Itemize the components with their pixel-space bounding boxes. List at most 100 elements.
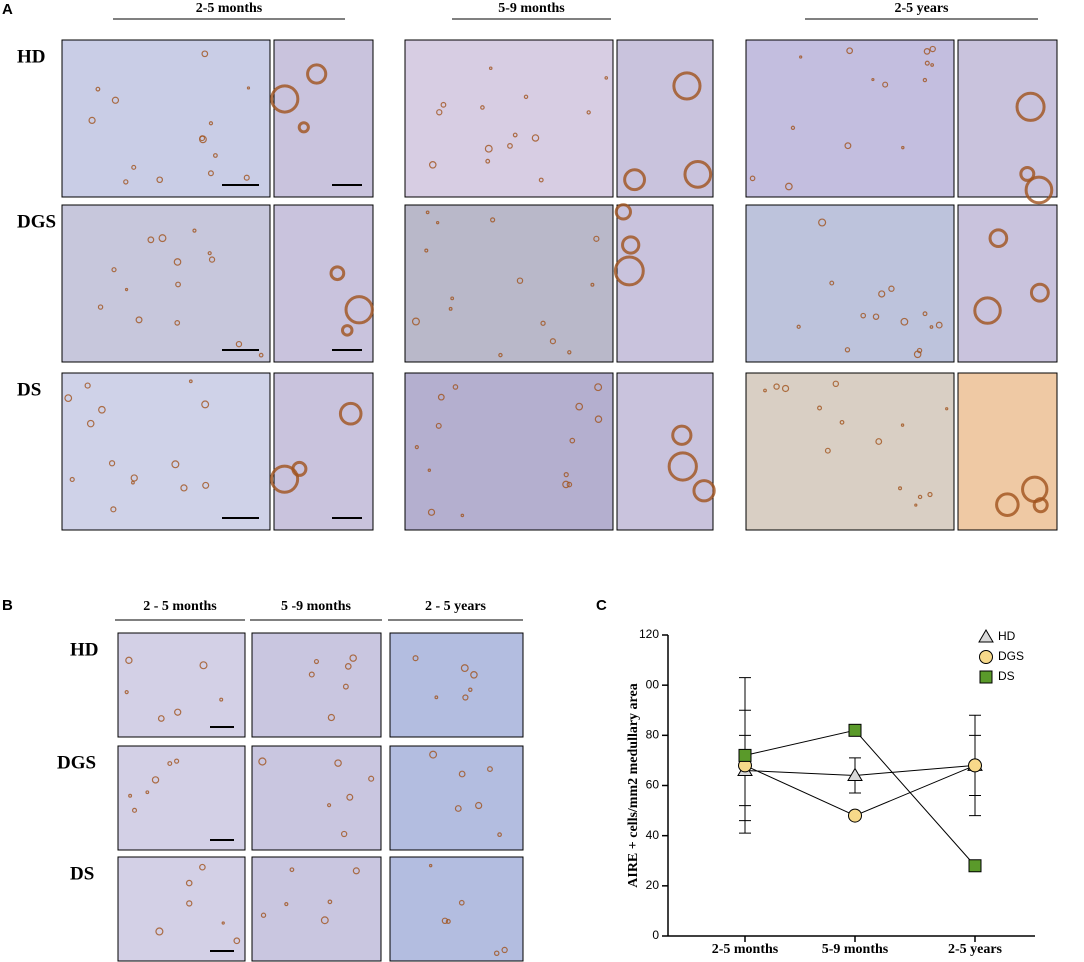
micrograph bbox=[117, 632, 246, 738]
stain bbox=[671, 424, 693, 446]
marker bbox=[738, 748, 752, 762]
micrograph bbox=[616, 372, 714, 531]
micrograph bbox=[389, 745, 524, 851]
stain bbox=[186, 900, 193, 907]
micrograph bbox=[745, 39, 955, 198]
stain bbox=[922, 77, 928, 83]
stain bbox=[450, 296, 455, 301]
stain bbox=[567, 350, 572, 355]
stain bbox=[352, 867, 360, 875]
marker bbox=[847, 767, 863, 781]
micrograph bbox=[251, 745, 382, 851]
stain bbox=[683, 160, 713, 189]
stain bbox=[923, 48, 931, 55]
stain bbox=[844, 347, 851, 353]
legend-marker bbox=[979, 670, 993, 684]
row-label: HD bbox=[17, 46, 46, 67]
stain bbox=[174, 320, 181, 326]
stain bbox=[773, 383, 780, 390]
stain bbox=[796, 324, 801, 329]
row-label: HD bbox=[70, 639, 99, 660]
stain bbox=[326, 803, 332, 808]
stain bbox=[95, 86, 101, 92]
stain bbox=[832, 380, 840, 388]
micrograph bbox=[61, 372, 271, 531]
micrograph bbox=[117, 745, 246, 851]
micrograph bbox=[389, 632, 524, 738]
stain bbox=[487, 766, 493, 773]
stain bbox=[817, 405, 823, 411]
stain bbox=[270, 84, 300, 114]
legend-marker bbox=[978, 629, 994, 643]
stain bbox=[516, 277, 524, 284]
stain bbox=[346, 793, 354, 801]
stain bbox=[258, 352, 264, 358]
stain bbox=[427, 508, 436, 516]
micrograph bbox=[273, 372, 374, 531]
stain bbox=[98, 405, 106, 414]
stain bbox=[338, 401, 363, 426]
stain bbox=[917, 494, 923, 500]
stain bbox=[672, 71, 702, 101]
micrograph bbox=[745, 204, 955, 363]
stain bbox=[208, 121, 214, 126]
stain bbox=[207, 170, 214, 177]
stain bbox=[454, 805, 462, 812]
panel-label: C bbox=[596, 597, 607, 614]
stain bbox=[613, 255, 645, 287]
stain bbox=[485, 158, 491, 164]
stain bbox=[929, 45, 936, 53]
stain bbox=[927, 491, 933, 498]
stain bbox=[566, 481, 573, 488]
stain bbox=[145, 790, 150, 795]
stain bbox=[327, 899, 333, 905]
stain bbox=[900, 423, 905, 427]
stain bbox=[297, 121, 310, 134]
stain bbox=[64, 394, 73, 403]
y-tick-label: 40 bbox=[646, 828, 660, 842]
y-axis-label: AIRE + cells/mm2 medullary area bbox=[626, 683, 641, 887]
stain bbox=[790, 125, 796, 130]
stain bbox=[135, 316, 143, 324]
stain bbox=[929, 325, 934, 329]
stain bbox=[260, 912, 267, 918]
stain bbox=[1021, 475, 1049, 503]
y-tick-label: 00 bbox=[646, 677, 660, 691]
stain bbox=[924, 60, 930, 66]
marker bbox=[848, 723, 862, 737]
stain bbox=[540, 320, 546, 326]
stain bbox=[111, 96, 120, 104]
stain bbox=[412, 655, 419, 662]
micrograph bbox=[616, 39, 714, 198]
stain bbox=[846, 47, 854, 55]
row-label: DS bbox=[17, 379, 41, 400]
stain bbox=[888, 285, 895, 292]
stain bbox=[108, 460, 116, 467]
panel-label: B bbox=[2, 597, 13, 614]
stain bbox=[86, 419, 95, 428]
stain bbox=[563, 472, 569, 478]
y-tick-label: 0 bbox=[652, 928, 659, 942]
stain bbox=[246, 86, 251, 90]
stain bbox=[549, 338, 557, 345]
stain bbox=[468, 687, 473, 692]
stain bbox=[340, 830, 348, 838]
stain bbox=[448, 306, 453, 311]
stain bbox=[586, 110, 591, 115]
stain bbox=[493, 950, 500, 957]
stain bbox=[437, 393, 445, 401]
legend-label: DGS bbox=[998, 649, 1024, 663]
y-tick-label: 80 bbox=[646, 728, 660, 742]
stain bbox=[498, 352, 503, 358]
legend-marker bbox=[979, 650, 993, 664]
stain bbox=[538, 177, 544, 183]
stain bbox=[900, 317, 909, 326]
column-header: 5-9 months bbox=[498, 1, 565, 16]
stain bbox=[440, 101, 447, 108]
stain bbox=[97, 304, 104, 310]
stain bbox=[131, 164, 137, 170]
stain bbox=[128, 793, 133, 798]
stain bbox=[818, 218, 827, 227]
stain bbox=[590, 282, 595, 287]
stain bbox=[501, 946, 508, 954]
